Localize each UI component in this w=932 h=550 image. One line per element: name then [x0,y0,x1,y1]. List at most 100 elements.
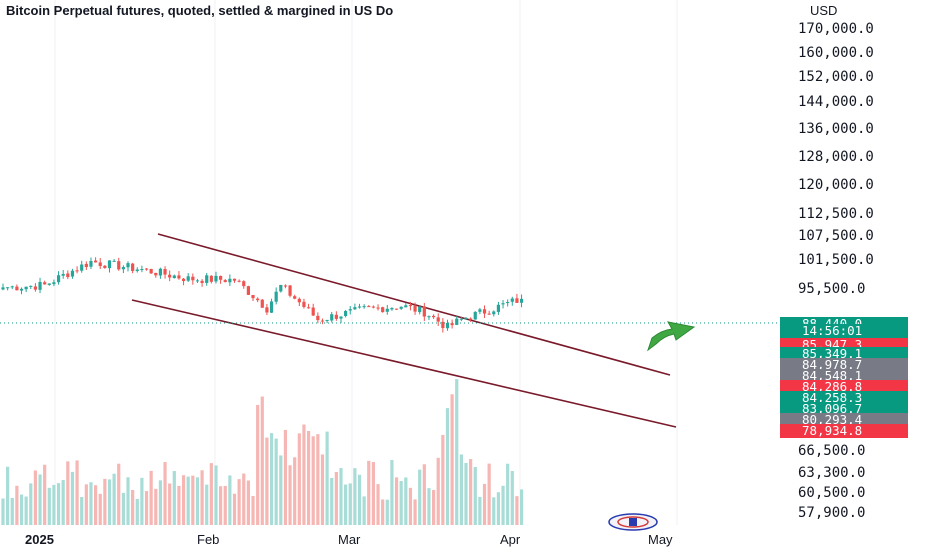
volume-bar [487,463,491,525]
candle-body [519,298,524,303]
candle-body [144,268,149,270]
price-tick-label: 112,500.0 [798,206,874,222]
price-tag: 78,934.8 [780,424,908,438]
volume-bar [473,466,477,525]
volume-bar [515,496,519,525]
volume-bar [186,476,190,525]
volume-bar [94,485,98,525]
candle-body [6,287,10,289]
candle-body [283,285,288,287]
volume-bar [181,475,186,525]
volume-bar [177,485,181,525]
price-tick-label: 136,000.0 [798,121,874,137]
volume-bar [422,464,426,525]
volume-bar [117,463,121,525]
volume-bar [302,424,306,525]
candle-body [75,270,79,272]
volume-bar [316,434,320,525]
candle-body [237,280,241,282]
candle-body [80,264,84,271]
candle-body [168,274,172,278]
candle-body [256,298,260,301]
candle-body [441,321,445,329]
price-tag: 80,293.4 [780,413,908,427]
volume-bar [47,487,51,525]
candle-body [455,318,459,325]
volume-bar [506,463,510,525]
candle-body [163,269,167,275]
volume-bar [107,479,112,525]
price-tick-label: 107,500.0 [798,228,874,244]
volume-bar [478,496,482,525]
candle-body [94,260,98,263]
volume-bar [103,478,107,525]
candle-body [473,311,477,320]
volume-bar [320,454,325,525]
price-tick-label: 144,000.0 [798,94,874,110]
chart-grid [54,0,678,525]
volume-bar [274,438,278,525]
candle-body [70,270,75,277]
volume-bar [293,457,297,525]
candle-body [302,301,306,307]
volume-bar [70,471,75,525]
price-axis[interactable]: 170,000.0 160,000.0 152,000.0 144,000.0 136,… [780,0,932,550]
candle-body [408,305,413,307]
candle-body [112,260,116,262]
candle-body [381,307,385,313]
volume-bar [408,487,413,525]
candle-body [61,273,65,276]
candle-body [223,280,227,283]
candle-body [89,261,93,267]
volume-bar [371,462,375,525]
volume-bar [126,477,130,525]
volume-bar [38,474,42,525]
volume-bar [52,484,56,525]
volume-bar [19,494,24,525]
candle-body [515,298,519,303]
volume-bar [367,460,371,525]
volume-bar [84,484,88,525]
candle-body [265,307,269,313]
price-tick-label: 60,500.0 [798,485,866,501]
candle-body [242,281,246,287]
volume-bar [251,496,255,525]
candle-body [126,263,130,268]
volume-bar [362,496,366,525]
candle-body [269,301,274,313]
candle-body [15,286,19,291]
volume-bar [353,468,357,525]
volume-bar [98,493,102,525]
volume-bar [376,484,380,525]
price-tick-label: 120,000.0 [798,177,874,193]
candle-body [371,306,375,308]
currency-label: USD [810,3,838,18]
candle-body [496,304,501,312]
volume-bar [43,464,47,525]
volume-bar [519,489,524,525]
candle-body [131,263,135,271]
volume-bar [482,483,487,525]
candle-body [274,291,278,302]
candle-body [84,263,88,268]
candle-body [191,276,195,281]
candle-body [10,286,14,288]
price-tick-label: 57,900.0 [798,505,866,521]
candle-body [177,275,181,279]
volume-bar [135,498,139,525]
candle-body [56,275,61,283]
volume-bar [385,499,389,525]
volume-bar [195,477,200,525]
volume-bar [357,474,362,525]
candle-body [47,283,51,285]
candle-body [320,320,325,322]
candle-body [325,319,329,321]
candle-body [450,323,454,326]
price-tag: 85,349.1 [780,347,908,361]
candle-body [214,275,218,282]
candle-body [172,275,176,279]
candle-body [469,318,473,320]
descending-channel [131,233,677,428]
candle-body [404,305,408,308]
